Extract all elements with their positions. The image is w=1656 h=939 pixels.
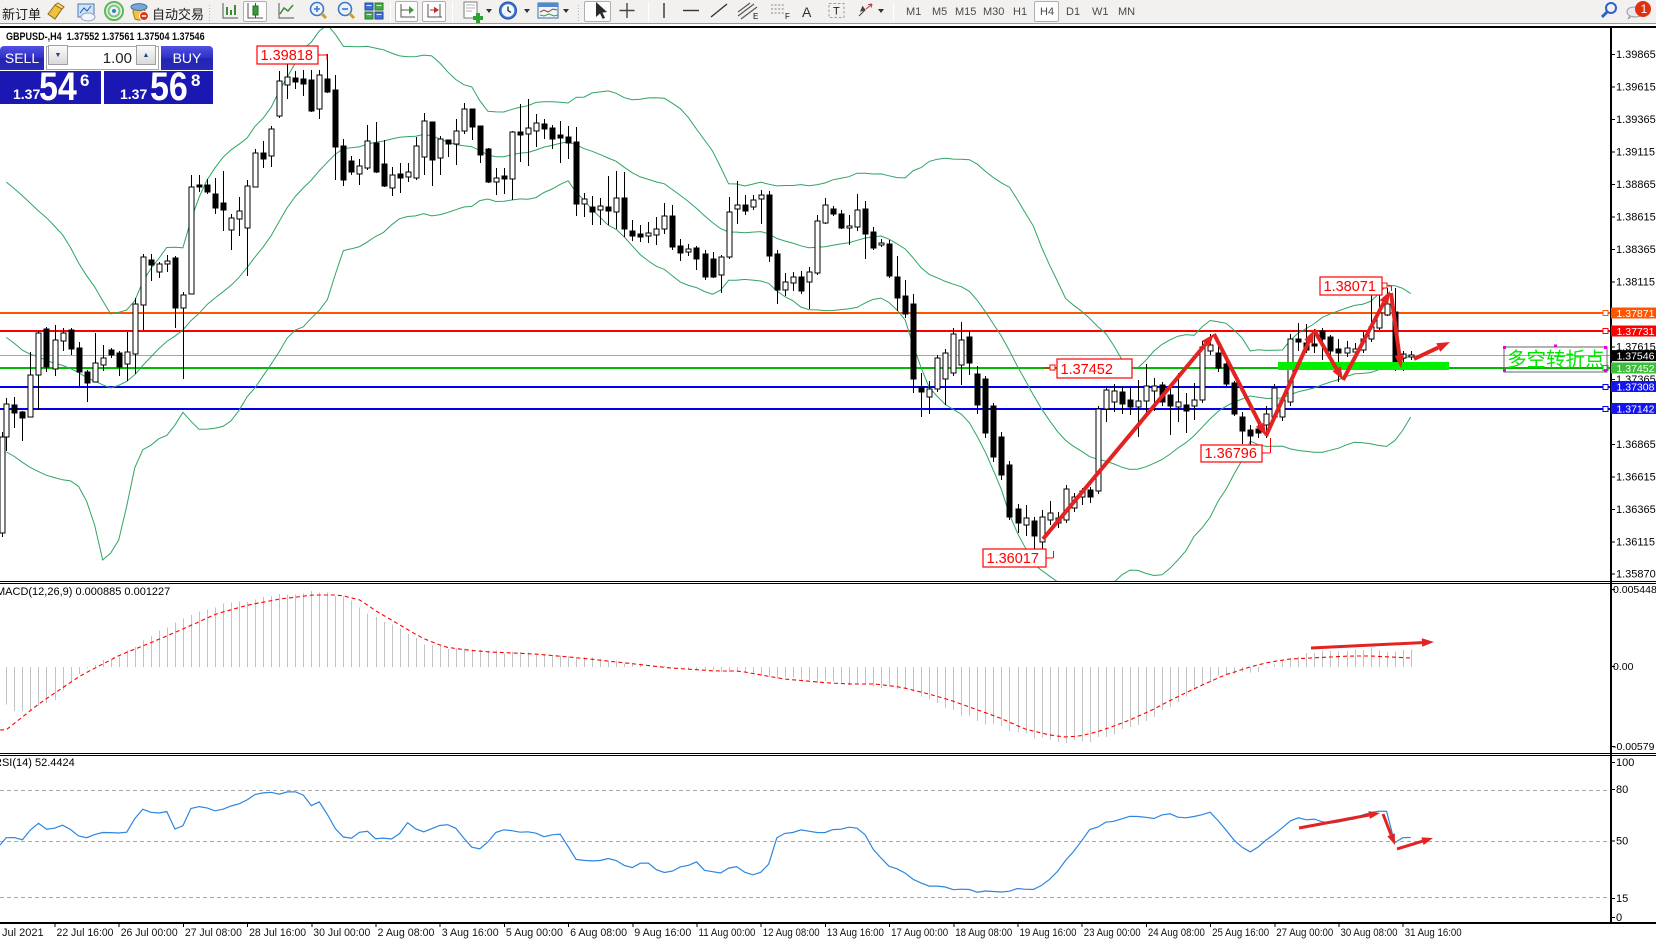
svg-text:1.39865: 1.39865	[1616, 49, 1656, 61]
svg-text:1.37731: 1.37731	[1617, 326, 1655, 338]
svg-text:1.38615: 1.38615	[1616, 212, 1656, 224]
svg-text:28 Jul 16:00: 28 Jul 16:00	[249, 927, 306, 939]
svg-text:F: F	[785, 12, 790, 21]
svg-text:RSI(14) 52.4424: RSI(14) 52.4424	[0, 757, 75, 769]
svg-text:1.36865: 1.36865	[1616, 439, 1656, 451]
svg-text:30 Aug 08:00: 30 Aug 08:00	[1341, 927, 1398, 939]
svg-text:18 Aug 08:00: 18 Aug 08:00	[955, 927, 1012, 939]
svg-text:100: 100	[1616, 757, 1634, 769]
svg-text:0: 0	[1616, 912, 1622, 924]
svg-text:1.39365: 1.39365	[1616, 114, 1656, 126]
svg-text:17 Aug 00:00: 17 Aug 00:00	[891, 927, 948, 939]
svg-text:2 Aug 08:00: 2 Aug 08:00	[378, 927, 435, 939]
svg-text:1.37142: 1.37142	[1617, 403, 1655, 415]
svg-text:9 Aug 16:00: 9 Aug 16:00	[634, 927, 691, 939]
svg-text:80: 80	[1616, 784, 1628, 796]
svg-text:15: 15	[1616, 893, 1628, 905]
svg-text:26 Jul 00:00: 26 Jul 00:00	[121, 927, 178, 939]
svg-text:1.37308: 1.37308	[1617, 381, 1655, 393]
svg-text:多空转折点: 多空转折点	[1507, 349, 1605, 371]
svg-text:1.35870: 1.35870	[1616, 569, 1656, 581]
svg-text:1.36365: 1.36365	[1616, 504, 1656, 516]
svg-text:24 Aug 08:00: 24 Aug 08:00	[1148, 927, 1205, 939]
svg-text:T: T	[833, 6, 840, 18]
svg-text:1.36017: 1.36017	[987, 551, 1039, 567]
svg-text:MACD(12,26,9) 0.000885 0.00122: MACD(12,26,9) 0.000885 0.001227	[0, 586, 170, 598]
svg-text:1.38071: 1.38071	[1324, 279, 1376, 295]
svg-text:1.39818: 1.39818	[261, 48, 313, 64]
svg-text:-0.00579: -0.00579	[1613, 741, 1655, 753]
svg-text:E: E	[753, 12, 758, 21]
svg-text:0.00: 0.00	[1613, 661, 1634, 673]
svg-text:1.38865: 1.38865	[1616, 179, 1656, 191]
svg-text:1: 1	[1641, 2, 1648, 16]
svg-text:22 Jul 16:00: 22 Jul 16:00	[57, 927, 114, 939]
svg-text:1.39115: 1.39115	[1616, 147, 1655, 159]
svg-text:27 Jul 08:00: 27 Jul 08:00	[185, 927, 242, 939]
svg-text:5 Aug 00:00: 5 Aug 00:00	[506, 927, 563, 939]
svg-text:1.36115: 1.36115	[1616, 537, 1655, 549]
svg-text:1.37546: 1.37546	[1617, 350, 1655, 362]
svg-text:23 Aug 00:00: 23 Aug 00:00	[1084, 927, 1141, 939]
svg-text:1.39615: 1.39615	[1616, 82, 1656, 94]
svg-text:Jul 2021: Jul 2021	[2, 927, 44, 939]
svg-text:1.36796: 1.36796	[1205, 446, 1257, 462]
svg-text:31 Aug 16:00: 31 Aug 16:00	[1405, 927, 1462, 939]
svg-text:1.37871: 1.37871	[1617, 308, 1655, 320]
svg-text:25 Aug 16:00: 25 Aug 16:00	[1212, 927, 1269, 939]
svg-text:1.38365: 1.38365	[1616, 244, 1656, 256]
svg-text:13 Aug 16:00: 13 Aug 16:00	[827, 927, 884, 939]
svg-text:30 Jul 00:00: 30 Jul 00:00	[313, 927, 370, 939]
svg-text:6 Aug 08:00: 6 Aug 08:00	[570, 927, 627, 939]
svg-text:1.37452: 1.37452	[1617, 363, 1655, 375]
svg-text:1.37452: 1.37452	[1061, 362, 1113, 378]
svg-text:50: 50	[1616, 836, 1628, 848]
svg-text:1.38115: 1.38115	[1616, 277, 1655, 289]
svg-text:3 Aug 16:00: 3 Aug 16:00	[442, 927, 499, 939]
svg-text:27 Aug 00:00: 27 Aug 00:00	[1276, 927, 1333, 939]
svg-text:19 Aug 16:00: 19 Aug 16:00	[1020, 927, 1077, 939]
svg-text:1.36615: 1.36615	[1616, 472, 1656, 484]
svg-text:0.005448: 0.005448	[1613, 584, 1656, 596]
svg-text:12 Aug 08:00: 12 Aug 08:00	[763, 927, 820, 939]
svg-text:11 Aug 00:00: 11 Aug 00:00	[699, 927, 756, 939]
